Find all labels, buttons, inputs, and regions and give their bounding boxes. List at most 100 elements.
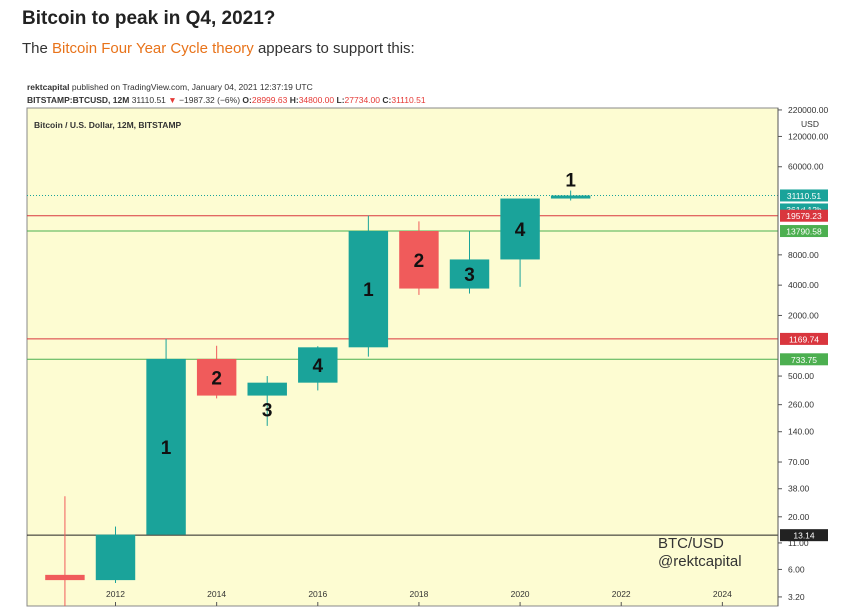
price-tag-text: 13.14 [793,531,815,541]
author-name: rektcapital [27,82,70,92]
x-tick-label: 2024 [713,589,732,599]
tradingview-header: rektcapital published on TradingView.com… [27,81,426,107]
open-label: O: [242,95,252,105]
subline-suffix: appears to support this: [253,40,415,57]
price-tag-text: 13790.58 [786,227,822,237]
open-value: 28999.63 [251,95,288,105]
quote-line: BITSTAMP:BTCUSD, 12M 31110.51 ▼ −1987.32… [27,94,426,107]
cycle-label: 1 [565,170,576,191]
price-tag-text: 31110.51 [787,191,821,201]
candle-body [95,534,136,581]
candle [95,526,136,583]
article-headline: Bitcoin to peak in Q4, 2021? [22,8,276,29]
y-tick-label: 60000.00 [788,162,824,172]
y-tick-label: 38.00 [788,484,810,494]
watermark-author: @rektcapital [658,553,742,570]
y-unit-label: USD [801,119,819,129]
y-tick-label: 3.20 [788,592,805,602]
y-tick-label: 8000.00 [788,250,819,260]
y-tick-label: 2000.00 [788,310,819,320]
candle-body [146,358,186,535]
cycle-label: 3 [262,401,273,422]
price-tag-text: 19579.23 [786,211,822,221]
price-tag-bg [780,353,828,366]
close-value: 31110.51 [391,95,426,105]
x-tick-label: 2018 [409,589,428,599]
y-tick-label: 500.00 [788,371,814,381]
chart-title: Bitcoin / U.S. Dollar, 12M, BITSTAMP [34,120,182,130]
price-tag-text: 733.75 [791,355,817,365]
close-label: C: [382,95,392,105]
y-tick-label: 4000.00 [788,280,819,290]
price-tag: 13.14 [780,529,828,542]
x-tick-label: 2012 [106,589,125,599]
y-axis: 220000.00 120000.00 60000.00 8000.00 4000.00… [777,105,828,606]
cycle-label: 1 [363,280,374,301]
candle-body [348,231,389,348]
x-axis: 2012 2014 2016 2018 2020 2022 2024 [106,589,732,606]
watermark-pair: BTC/USD [658,535,724,552]
price-tag-text: 1169.74 [789,334,819,344]
article-subline: The Bitcoin Four Year Cycle theory appea… [22,40,415,57]
y-tick-label: 120000.00 [788,131,828,141]
candle: 3 [247,376,287,426]
candle: 4 [500,198,540,287]
candle-body [45,574,85,581]
y-tick-label: 220000.00 [788,105,828,115]
cycle-label: 3 [464,265,475,286]
low-value: 27734.00 [344,95,380,105]
publish-info: published on TradingView.com, January 04… [71,82,313,92]
price-tag: 733.75 [780,353,828,366]
x-tick-label: 2020 [511,589,530,599]
candle-body [500,198,540,260]
candle: 1 [550,170,591,201]
candles-layer: 1 2 3 4 1 2 3 4 1 [45,170,591,606]
y-tick-label: 11.00 [788,538,809,548]
cycle-label: 4 [313,356,324,377]
y-tick-label: 140.00 [788,427,814,437]
down-arrow-icon: ▼ [168,95,177,105]
price-tag: 1169.74 [780,332,828,345]
candle-body [399,231,439,289]
y-tick-label: 20.00 [788,512,810,522]
candle [45,496,85,606]
cycle-label: 2 [414,251,425,272]
price-tag: 19579.23 [780,209,828,222]
price-tag-bg [780,225,828,238]
price-tag-bg [780,529,828,542]
candle-body [550,195,591,199]
last-price: 31110.51 [131,95,166,105]
cycle-label: 1 [161,438,172,459]
y-tick-label: 6.00 [788,564,805,574]
symbol-label: BITSTAMP:BTCUSD, 12M [27,95,130,105]
price-tag: 13790.58 [780,225,828,238]
publish-line: rektcapital published on TradingView.com… [27,81,426,94]
price-tag: 31110.51 [780,189,828,202]
price-tag-bg [780,332,828,345]
candle-body [196,358,237,396]
cycle-label: 4 [515,220,526,241]
high-value: 34800.00 [298,95,335,105]
plot-background [26,107,779,607]
cycle-theory-link[interactable]: Bitcoin Four Year Cycle theory [52,40,254,57]
x-tick-label: 2016 [308,589,327,599]
price-change: −1987.32 (−6%) [179,95,241,105]
candle: 2 [399,221,439,295]
candle: 3 [449,231,490,294]
candle: 2 [196,345,237,399]
y-tick-label: 70.00 [788,457,810,467]
candle-body [298,347,338,383]
x-tick-label: 2022 [612,589,631,599]
cycle-label: 2 [211,368,222,389]
low-label: L: [336,95,345,105]
y-tick-label: 260.00 [788,400,814,410]
price-tags: 31110.51361d 12h19579.2313790.581169.747… [780,189,828,542]
candle: 4 [298,346,338,391]
candle: 1 [146,338,186,535]
price-tag-bg [780,189,828,202]
subline-prefix: The [22,40,53,57]
high-label: H: [289,95,299,105]
candle: 1 [348,215,389,357]
candle-body [449,259,490,289]
